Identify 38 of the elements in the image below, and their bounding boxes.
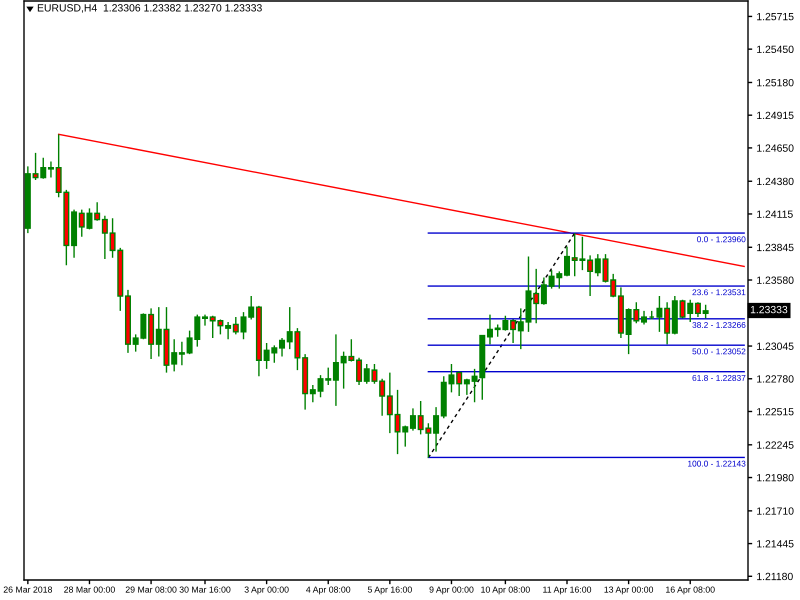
y-tick-label: 1.22515 [757, 408, 794, 416]
series-label: 100.0 - 1.22143 [688, 460, 746, 467]
y-tick-label: 1.25180 [757, 78, 794, 86]
y-tick-label: 1.24115 [757, 210, 793, 218]
y-tick-label: 1.24915 [757, 112, 794, 120]
y-tick-label: 1.23045 [757, 342, 794, 350]
y-tick-label: 1.23580 [757, 276, 794, 284]
x-tick-label: 28 Mar 00:00 [64, 586, 115, 593]
x-tick-label: 30 Mar 16:00 [180, 586, 230, 593]
series-label: 50.0 - 1.23052 [692, 348, 746, 354]
x-tick-label: 9 Apr 00:00 [430, 586, 474, 594]
x-tick-label: 3 Apr 00:00 [244, 586, 289, 594]
y-tick-label: 1.21180 [757, 572, 793, 580]
x-tick-label: 29 Mar 08:00 [126, 586, 177, 593]
y-tick-label: 1.23845 [757, 244, 794, 252]
chart-title: EURUSD,H4 1.23306 1.23382 1.23270 1.23333 [38, 4, 262, 13]
series-label: 0.0 - 1.23960 [697, 236, 746, 242]
y-tick-label: 1.21710 [757, 507, 794, 515]
x-tick-label: 4 Apr 08:00 [306, 586, 350, 594]
y-tick-label: 1.24380 [757, 178, 794, 186]
candlestick [648, 310, 655, 320]
y-tick-label: 1.24650 [757, 144, 794, 152]
annotation: 1.23333 [750, 306, 788, 314]
series-label: 61.8 - 1.22837 [692, 375, 746, 381]
x-tick-label: 13 Apr 00:00 [604, 586, 654, 594]
series-label: 38.2 - 1.23266 [692, 322, 746, 328]
y-tick-label: 1.21980 [757, 474, 794, 482]
y-tick-label: 1.25715 [757, 12, 794, 20]
x-tick-label: 26 Mar 2018 [4, 586, 52, 593]
y-tick-label: 1.22245 [757, 441, 794, 449]
x-tick-label: 11 Apr 16:00 [543, 586, 592, 594]
y-tick-label: 1.21445 [757, 540, 794, 548]
series-label: 23.6 - 1.23531 [692, 289, 746, 296]
y-tick-label: 1.22780 [757, 375, 794, 383]
x-tick-label: 16 Apr 08:00 [666, 586, 715, 594]
x-tick-label: 5 Apr 16:00 [368, 586, 412, 594]
x-tick-label: 10 Apr 08:00 [481, 586, 530, 594]
y-tick-label: 1.25450 [757, 46, 794, 54]
